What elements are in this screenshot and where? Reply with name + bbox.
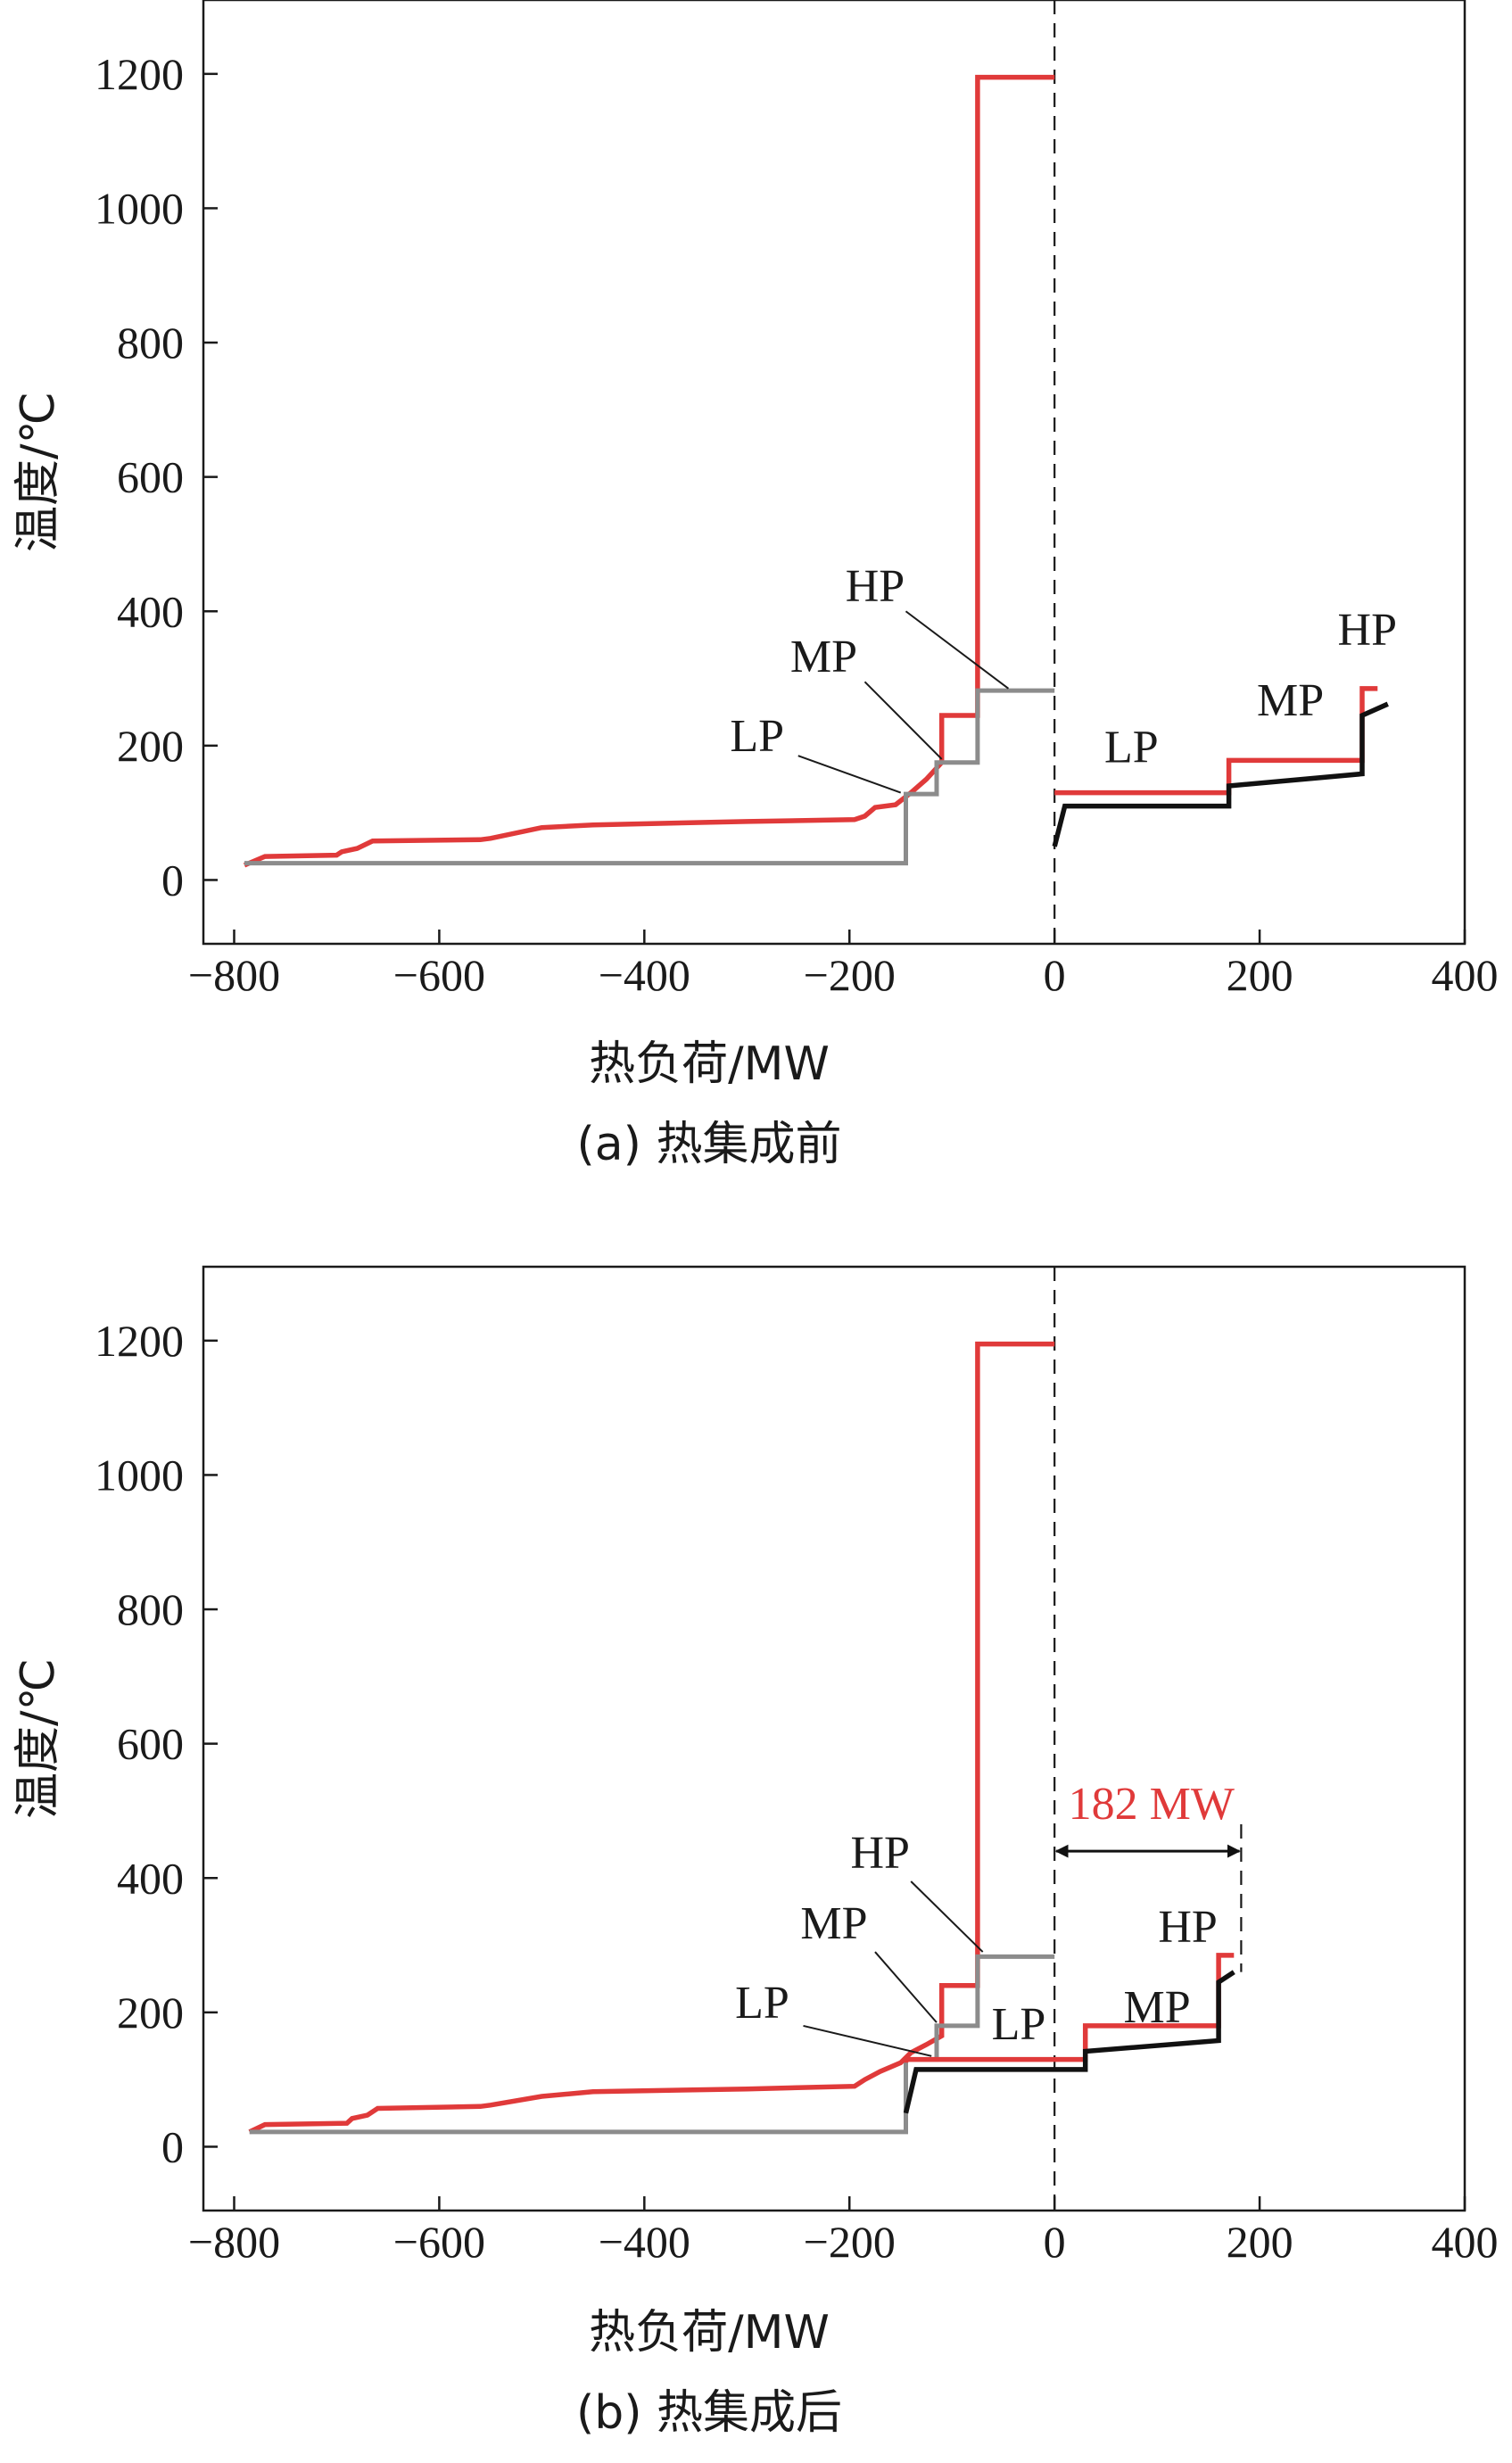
series-line-hot bbox=[243, 74, 1055, 868]
annotation-label: MP bbox=[800, 1898, 867, 1949]
plot-frame bbox=[202, 0, 1467, 946]
panel-caption: (b) 热集成后 bbox=[576, 2386, 842, 2440]
annotation-label: LP bbox=[992, 1999, 1046, 2050]
series-line-gray bbox=[249, 1954, 1055, 2135]
annotation-label: MP bbox=[1124, 1982, 1191, 2033]
x-tick-label: 0 bbox=[1044, 2217, 1066, 2267]
annotation-leader bbox=[910, 1880, 984, 1953]
y-axis-title: 温度/℃ bbox=[12, 392, 65, 552]
y-tick-label: 1200 bbox=[95, 49, 184, 99]
y-tick-label: 1200 bbox=[95, 1316, 184, 1366]
x-tick-label: −200 bbox=[804, 2217, 896, 2267]
annotation-label: HP bbox=[846, 561, 905, 612]
dimension-label: 182 MW bbox=[1069, 1779, 1235, 1830]
series-line-gray bbox=[244, 688, 1055, 866]
annotation-label: HP bbox=[1338, 605, 1397, 656]
annotation-leader bbox=[874, 1951, 938, 2023]
y-tick-label: 400 bbox=[117, 586, 184, 636]
series-line-hot bbox=[903, 1953, 1235, 2063]
annotation-leader bbox=[905, 610, 1010, 690]
annotation-label: LP bbox=[735, 1978, 789, 2029]
panel-caption: (a) 热集成前 bbox=[577, 1118, 842, 1171]
y-tick-label: 400 bbox=[117, 1853, 184, 1903]
x-tick-label: −400 bbox=[599, 950, 690, 1000]
x-tick-label: 400 bbox=[1432, 2217, 1499, 2267]
x-tick-label: 400 bbox=[1432, 950, 1499, 1000]
annotation-label: MP bbox=[790, 632, 857, 682]
annotation-label: LP bbox=[1104, 723, 1159, 773]
x-tick-label: 0 bbox=[1044, 950, 1066, 1000]
annotation-leader bbox=[863, 681, 943, 760]
annotation-leader bbox=[803, 2024, 932, 2057]
x-tick-label: −800 bbox=[188, 950, 280, 1000]
series-line-cold bbox=[1052, 701, 1389, 847]
plot-frame bbox=[202, 1265, 1467, 2212]
y-tick-label: 0 bbox=[161, 855, 184, 905]
annotation-label: LP bbox=[730, 711, 784, 762]
y-tick-label: 200 bbox=[117, 1988, 184, 2037]
chart-panel-b: −800 −600 −400 −200 0 200 400 0 200 400 600 800 1000… bbox=[12, 1265, 1499, 2440]
x-tick-label: −400 bbox=[599, 2217, 690, 2267]
y-tick-label: 1000 bbox=[95, 1450, 184, 1500]
x-axis-title: 热负荷/MW bbox=[589, 2306, 830, 2360]
x-tick-label: 200 bbox=[1227, 2217, 1293, 2267]
y-tick-label: 800 bbox=[117, 1584, 184, 1634]
y-tick-label: 600 bbox=[117, 452, 184, 502]
series-line-hot bbox=[248, 1341, 1055, 2135]
series-line-cold bbox=[903, 1970, 1235, 2114]
annotation-label: HP bbox=[1158, 1902, 1217, 1953]
y-axis-title: 温度/℃ bbox=[12, 1658, 65, 1819]
annotation-label: HP bbox=[850, 1828, 909, 1879]
x-tick-label: −600 bbox=[393, 950, 485, 1000]
y-tick-label: 600 bbox=[117, 1719, 184, 1769]
annotation-label: MP bbox=[1257, 675, 1324, 726]
x-tick-label: −800 bbox=[188, 2217, 280, 2267]
y-tick-label: 0 bbox=[161, 2121, 184, 2171]
x-axis-title: 热负荷/MW bbox=[589, 1037, 830, 1091]
y-tick-label: 200 bbox=[117, 721, 184, 771]
y-tick-label: 1000 bbox=[95, 183, 184, 233]
y-tick-label: 800 bbox=[117, 318, 184, 368]
series-line-hot bbox=[1054, 686, 1378, 796]
x-tick-label: −600 bbox=[393, 2217, 485, 2267]
x-tick-label: −200 bbox=[804, 950, 896, 1000]
x-tick-label: 200 bbox=[1227, 950, 1293, 1000]
chart-panel-a: −800 −600 −400 −200 0 200 400 0 200 400 600 800 1000… bbox=[12, 0, 1499, 1171]
annotation-leader bbox=[797, 755, 902, 794]
